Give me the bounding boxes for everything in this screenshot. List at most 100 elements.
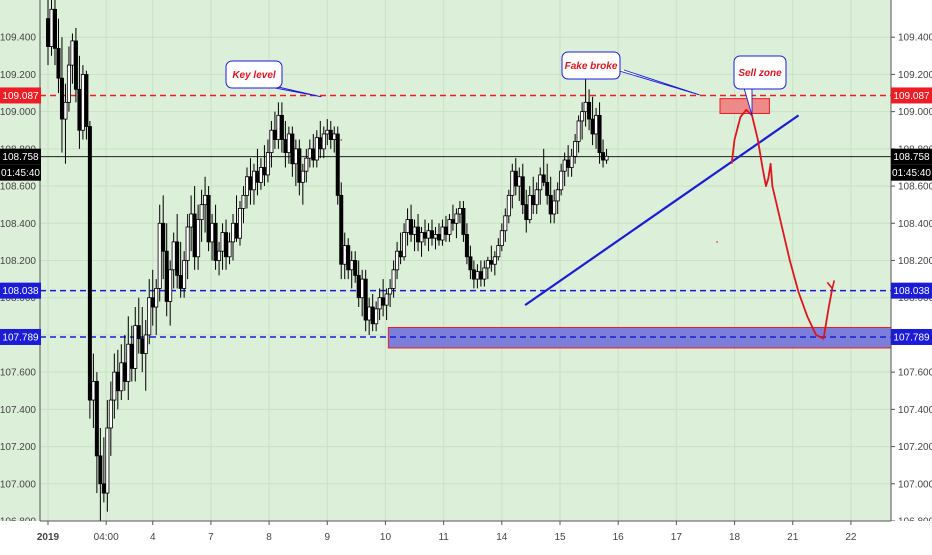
candle-body: [108, 399, 113, 429]
candle-body: [157, 222, 162, 289]
time-axis[interactable]: 2019 04:00 4 7 8 9 10 11 14 15 16 17 18 21 22: [0, 520, 932, 550]
candle-body: [601, 152, 606, 161]
candle-body: [468, 256, 473, 271]
right-price-axis[interactable]: 109.400109.200109.000108.800108.600108.4…: [890, 0, 932, 550]
candle-body: [398, 250, 403, 258]
y-tick-label-right: 109.200: [898, 70, 932, 81]
candle-body: [597, 114, 602, 153]
candle-body: [220, 232, 225, 252]
candle-body: [84, 74, 89, 127]
candle-body: [269, 129, 274, 153]
candle-body: [475, 271, 480, 280]
candle-body: [318, 137, 323, 150]
key-level-text: Key level: [232, 70, 276, 81]
x-tick-label: 7: [208, 532, 214, 543]
candle-body: [436, 234, 441, 241]
candle-body: [258, 167, 263, 183]
x-tick-label: 8: [266, 532, 272, 543]
candle-body: [227, 241, 232, 258]
grid-lines: [40, 0, 891, 522]
candle-body: [91, 381, 96, 401]
candle-body: [217, 250, 222, 261]
candle-body: [384, 293, 389, 306]
candle-body: [164, 250, 169, 302]
right-axis-band: [891, 0, 932, 550]
candle-body: [457, 207, 462, 215]
candle-body: [492, 256, 497, 265]
candle-body: [80, 74, 85, 131]
candle-body: [255, 170, 260, 183]
stray-mark: [340, 139, 343, 141]
candle-body: [485, 260, 490, 269]
x-tick-label: 17: [671, 532, 683, 543]
candle-body: [423, 232, 428, 239]
candle-body: [154, 288, 159, 308]
candle-body: [251, 170, 256, 191]
candle-body: [503, 215, 508, 232]
candle-body: [231, 222, 236, 243]
candle-body: [196, 219, 201, 258]
countdown-label-left: 01:45:40: [1, 168, 40, 179]
y-tick-label-right: 109.400: [898, 33, 932, 44]
candle-body: [182, 260, 187, 289]
candle-body: [443, 226, 448, 235]
candle-body: [566, 159, 571, 168]
candle-body: [587, 101, 592, 120]
candle-body: [185, 226, 190, 261]
candle-body: [517, 176, 522, 187]
candle-body: [206, 194, 211, 243]
y-tick-label-right: 108.400: [898, 219, 932, 230]
resistance-tag-label-right: 109.087: [893, 91, 930, 102]
candle-body: [311, 148, 316, 161]
key-level-bubble: [225, 60, 283, 89]
candle-body: [353, 260, 358, 276]
sell-zone-bubble: [733, 55, 787, 90]
candle-body: [356, 274, 361, 299]
candle-body: [461, 207, 466, 235]
support-lower-tag-label-left: 107.789: [2, 332, 39, 343]
projection-arrowhead: [826, 280, 836, 291]
left-price-axis: 109.400109.200109.000108.800108.600108.4…: [0, 0, 41, 528]
candle-body: [133, 325, 138, 369]
projection-path: [730, 108, 834, 340]
candle-body: [115, 371, 120, 392]
candle-body: [241, 194, 246, 209]
candle-body: [77, 88, 82, 131]
candle-body: [391, 269, 396, 289]
x-tick-label: 4: [150, 532, 156, 543]
y-tick-label-left: 108.400: [0, 219, 36, 230]
y-tick-label-right: 107.000: [898, 479, 932, 490]
candle-body: [402, 232, 407, 258]
candle-body: [168, 269, 173, 302]
candle-body: [304, 157, 309, 172]
fake-broke-text: Fake broke: [565, 61, 618, 72]
y-tick-label-right: 107.600: [898, 368, 932, 379]
x-tick-label: 9: [324, 532, 330, 543]
candle-body: [513, 170, 518, 187]
candle-body: [234, 222, 239, 239]
candle-body: [325, 129, 330, 135]
candle-body: [129, 343, 134, 369]
candle-body: [576, 120, 581, 142]
countdown-tag-right: [891, 164, 932, 181]
candle-body: [175, 241, 180, 276]
candle-body: [524, 204, 529, 220]
candle-body: [171, 241, 176, 271]
candle-body: [283, 139, 288, 153]
candle-body: [59, 77, 64, 120]
candle-body: [332, 133, 337, 140]
candle-body: [213, 222, 218, 261]
candle-body: [604, 155, 609, 161]
candle-body: [545, 181, 550, 196]
y-tick-label-right: 108.600: [898, 182, 932, 193]
y-tick-label-right: 108.200: [898, 256, 932, 267]
candle-body: [98, 455, 103, 485]
candle-body: [297, 148, 302, 183]
candle-body: [409, 219, 414, 235]
y-tick-label-left: 108.000: [0, 293, 36, 304]
candle-body: [286, 133, 291, 153]
x-tick-label: 11: [438, 532, 449, 543]
candle-body: [70, 40, 75, 66]
support-lower-tag-left: [0, 328, 41, 345]
